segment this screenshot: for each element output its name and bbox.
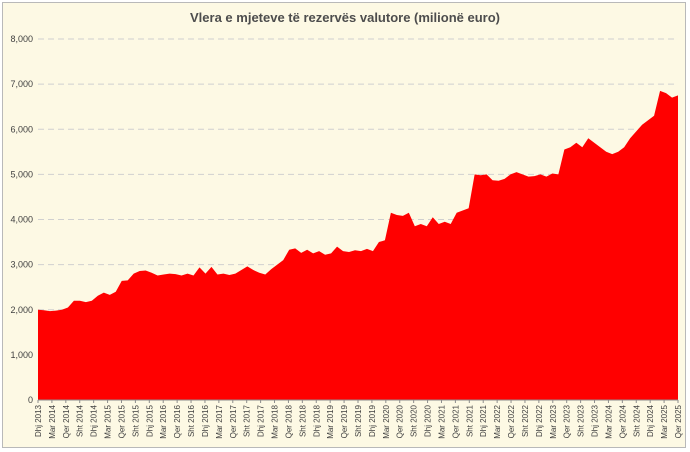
x-tick-label: Qer 2025 xyxy=(674,404,683,438)
x-tick-label: Dhj 2016 xyxy=(201,404,210,437)
x-tick-label: Qer 2015 xyxy=(117,404,126,438)
x-tick-label: Dhj 2014 xyxy=(90,404,99,437)
x-tick-label: Sht 2024 xyxy=(632,404,641,437)
x-tick-label: Dhj 2018 xyxy=(312,404,321,437)
x-tick-label: Mar 2023 xyxy=(549,404,558,438)
x-tick-label: Dhj 2023 xyxy=(591,404,600,437)
y-tick-label: 3,000 xyxy=(10,260,33,270)
x-tick-label: Qer 2024 xyxy=(618,404,627,438)
x-axis-ticks: Dhj 2013 Mar 2014 Qer 2014 Sht 2014 Dhj 2014… xyxy=(34,400,683,439)
x-tick-label: Qer 2018 xyxy=(284,404,293,438)
chart-title: Vlera e mjeteve të rezervës valutore (mi… xyxy=(190,10,500,25)
x-tick-label: Qer 2020 xyxy=(396,404,405,438)
x-tick-label: Mar 2016 xyxy=(159,404,168,438)
y-tick-label: 6,000 xyxy=(10,124,33,134)
y-tick-label: 4,000 xyxy=(10,215,33,225)
x-tick-label: Mar 2014 xyxy=(48,404,57,438)
x-tick-label: Dhj 2021 xyxy=(479,404,488,437)
y-axis-ticks: 0 1,000 2,000 3,000 4,000 5,000 6,000 7,000 8,00… xyxy=(10,34,33,405)
y-tick-label: 8,000 xyxy=(10,34,33,44)
y-tick-label: 7,000 xyxy=(10,79,33,89)
x-tick-label: Qer 2017 xyxy=(229,404,238,438)
x-tick-label: Mar 2017 xyxy=(215,404,224,438)
x-tick-label: Qer 2022 xyxy=(507,404,516,438)
x-tick-label: Mar 2020 xyxy=(382,404,391,438)
x-tick-label: Qer 2019 xyxy=(340,404,349,438)
x-tick-label: Mar 2025 xyxy=(660,404,669,438)
y-tick-label: 5,000 xyxy=(10,169,33,179)
x-tick-label: Mar 2015 xyxy=(104,404,113,438)
x-tick-label: Sht 2016 xyxy=(187,404,196,437)
x-tick-label: Sht 2017 xyxy=(243,404,252,437)
x-tick-label: Sht 2015 xyxy=(131,404,140,437)
x-tick-label: Sht 2019 xyxy=(354,404,363,437)
x-tick-label: Sht 2014 xyxy=(76,404,85,437)
x-tick-label: Mar 2019 xyxy=(326,404,335,438)
x-tick-label: Dhj 2022 xyxy=(535,404,544,437)
x-tick-label: Mar 2021 xyxy=(437,404,446,438)
x-tick-label: Dhj 2020 xyxy=(424,404,433,437)
x-tick-label: Qer 2023 xyxy=(563,404,572,438)
x-tick-label: Dhj 2013 xyxy=(34,404,43,437)
x-tick-label: Sht 2021 xyxy=(465,404,474,437)
x-tick-label: Mar 2018 xyxy=(271,404,280,438)
x-tick-label: Sht 2022 xyxy=(521,404,530,437)
x-tick-label: Mar 2024 xyxy=(604,404,613,438)
x-tick-label: Qer 2014 xyxy=(62,404,71,438)
x-tick-label: Qer 2021 xyxy=(451,404,460,438)
x-tick-label: Dhj 2024 xyxy=(646,404,655,437)
x-tick-label: Sht 2020 xyxy=(410,404,419,437)
y-tick-label: 0 xyxy=(28,395,33,405)
x-tick-label: Dhj 2019 xyxy=(368,404,377,437)
x-tick-label: Sht 2018 xyxy=(298,404,307,437)
x-tick-label: Qer 2016 xyxy=(173,404,182,438)
x-tick-label: Dhj 2015 xyxy=(145,404,154,437)
reserve-area xyxy=(38,90,678,400)
x-tick-label: Mar 2022 xyxy=(493,404,502,438)
x-tick-label: Dhj 2017 xyxy=(257,404,266,437)
y-tick-label: 2,000 xyxy=(10,305,33,315)
y-tick-label: 1,000 xyxy=(10,350,33,360)
x-tick-label: Sht 2023 xyxy=(577,404,586,437)
area-series xyxy=(38,90,678,400)
